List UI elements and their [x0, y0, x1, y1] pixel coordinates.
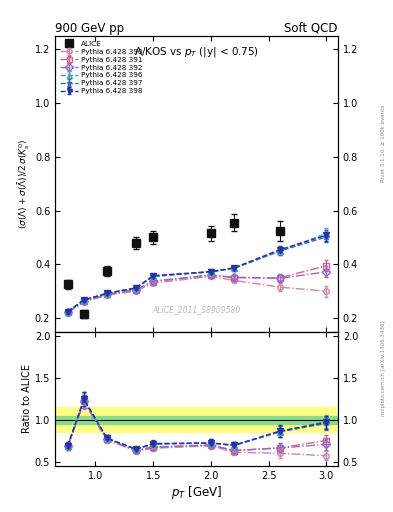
- Bar: [55, 407, 338, 432]
- Y-axis label: $(\sigma(\Lambda)+\sigma(\bar{\Lambda}))/2\,\sigma(K^{0}_{s})$: $(\sigma(\Lambda)+\sigma(\bar{\Lambda}))…: [17, 138, 32, 229]
- Text: Soft QCD: Soft QCD: [285, 22, 338, 35]
- Bar: [55, 416, 338, 424]
- Text: Rivet 3.1.10, ≥ 100k events: Rivet 3.1.10, ≥ 100k events: [381, 105, 386, 182]
- Text: $\Lambda$/KOS vs $p_T$ (|y| < 0.75): $\Lambda$/KOS vs $p_T$ (|y| < 0.75): [134, 45, 259, 59]
- Text: mcplots.cern.ch [arXiv:1306.3436]: mcplots.cern.ch [arXiv:1306.3436]: [381, 321, 386, 416]
- Text: 900 GeV pp: 900 GeV pp: [55, 22, 124, 35]
- X-axis label: $p_T$ [GeV]: $p_T$ [GeV]: [171, 483, 222, 501]
- Y-axis label: Ratio to ALICE: Ratio to ALICE: [22, 364, 32, 433]
- Legend: ALICE, Pythia 6.428 390, Pythia 6.428 391, Pythia 6.428 392, Pythia 6.428 396, P: ALICE, Pythia 6.428 390, Pythia 6.428 39…: [59, 39, 144, 96]
- Text: ALICE_2011_S8909580: ALICE_2011_S8909580: [152, 305, 241, 314]
